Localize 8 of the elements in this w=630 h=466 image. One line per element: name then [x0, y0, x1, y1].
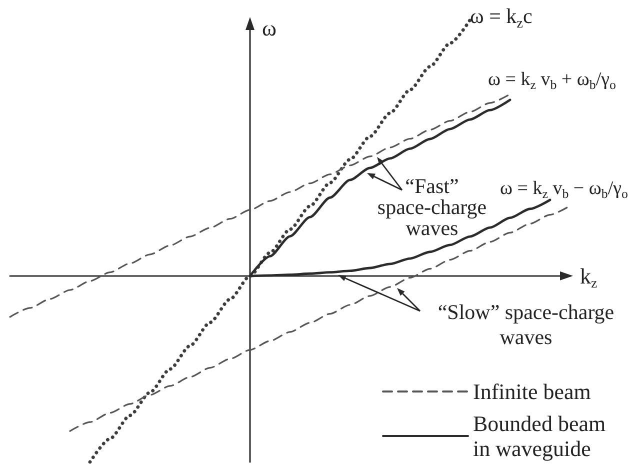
annotation: ω = k$_{z}$ v$_{b}$ + ω$_{b}$/γ$_{o}$ — [488, 69, 616, 92]
annotation: ω = k$_{z}$ v$_{b}$ − ω$_{b}$/γ$_{o}$ — [500, 178, 628, 201]
legend-label: Bounded beam in waveguide — [473, 411, 612, 461]
annotation: ω = k$_{z}$c — [470, 4, 532, 32]
annotation: “Slow” space-charge waves — [438, 300, 614, 349]
legend-label: Infinite beam — [473, 379, 591, 404]
y-axis-title: ω — [262, 16, 276, 40]
annotation: “Fast” space-charge waves — [377, 174, 487, 240]
